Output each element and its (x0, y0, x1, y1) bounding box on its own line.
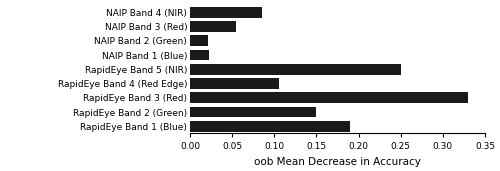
Bar (190, 7, 262, 18)
Bar (190, 35, 208, 46)
Bar (190, 121, 350, 132)
Bar (190, 21, 236, 32)
Bar (190, 64, 400, 75)
Bar (190, 50, 208, 60)
X-axis label: oob Mean Decrease in Accuracy: oob Mean Decrease in Accuracy (254, 157, 421, 167)
Bar (190, 107, 316, 117)
Bar (190, 78, 278, 89)
Bar (190, 92, 468, 103)
